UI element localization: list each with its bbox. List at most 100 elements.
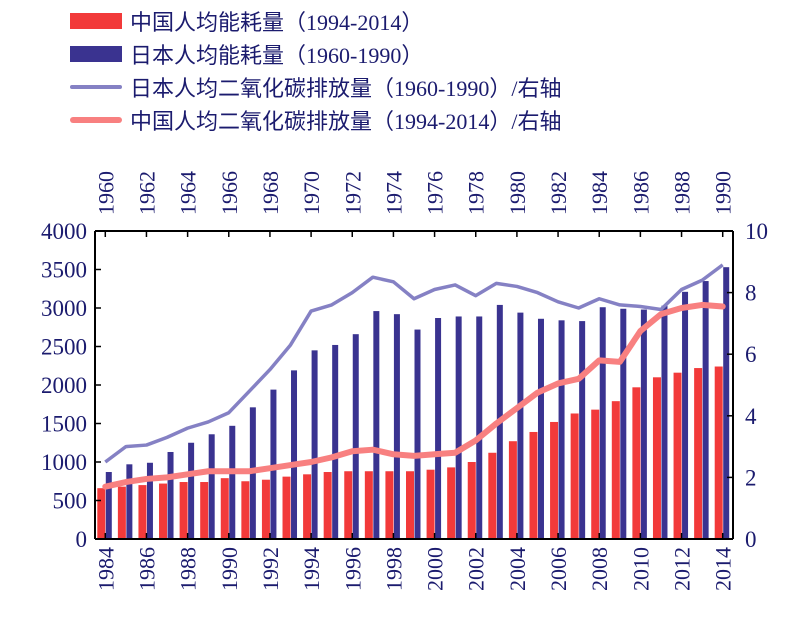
bar-japan-energy xyxy=(517,312,524,539)
right-tick-label: 4 xyxy=(745,404,757,429)
right-tick-label: 0 xyxy=(745,527,757,552)
bar-china-energy xyxy=(385,471,394,539)
bottom-tick-label: 1988 xyxy=(176,547,201,591)
top-tick-label: 1960 xyxy=(93,171,118,215)
bar-japan-energy xyxy=(311,350,318,539)
bar-china-energy xyxy=(138,485,147,539)
bar-japan-energy xyxy=(352,334,359,539)
bar-japan-energy xyxy=(435,318,442,539)
bar-japan-energy xyxy=(537,318,544,539)
bottom-tick-label: 1986 xyxy=(134,547,159,591)
left-tick-label: 0 xyxy=(76,527,88,552)
bar-china-energy xyxy=(632,387,641,539)
bar-china-energy xyxy=(364,471,373,539)
bar-china-energy xyxy=(406,471,414,539)
bar-china-energy xyxy=(323,472,332,539)
legend: 中国人均能耗量（1994-2014） 日本人均能耗量（1960-1990） 日本… xyxy=(70,4,561,136)
bottom-tick-label: 2004 xyxy=(505,547,530,591)
bar-japan-energy xyxy=(146,462,153,539)
bar-japan-energy xyxy=(291,370,298,539)
bar-china-energy xyxy=(200,482,209,539)
bar-china-energy xyxy=(467,462,476,539)
legend-item-japan-co2[interactable]: 日本人均二氧化碳排放量（1960-1990）/右轴 xyxy=(70,70,561,103)
bottom-tick-label: 1994 xyxy=(299,547,324,591)
legend-swatch-japan-energy xyxy=(70,45,122,62)
bar-japan-energy xyxy=(599,307,606,539)
legend-swatch-china-co2 xyxy=(70,116,122,123)
left-tick-label: 4000 xyxy=(41,219,87,244)
bottom-tick-label: 2010 xyxy=(628,547,653,591)
top-tick-label: 1978 xyxy=(464,171,489,215)
top-tick-label: 1970 xyxy=(299,171,324,215)
bar-japan-energy xyxy=(188,442,195,539)
bar-china-energy xyxy=(508,441,517,539)
top-tick-label: 1984 xyxy=(587,171,612,215)
legend-label: 日本人均能耗量（1960-1990） xyxy=(130,42,424,68)
bar-china-energy xyxy=(488,452,497,539)
left-tick-label: 1500 xyxy=(41,412,87,437)
bottom-tick-label: 1990 xyxy=(217,547,242,591)
top-tick-label: 1990 xyxy=(711,171,736,215)
bar-china-energy xyxy=(694,368,703,539)
left-tick-label: 500 xyxy=(53,489,88,514)
legend-label: 中国人均能耗量（1994-2014） xyxy=(130,9,424,35)
bar-china-energy xyxy=(529,431,538,539)
legend-label: 中国人均二氧化碳排放量（1994-2014）/右轴 xyxy=(130,108,562,134)
left-tick-label: 2000 xyxy=(41,373,87,398)
right-tick-label: 6 xyxy=(745,342,757,367)
bar-japan-energy xyxy=(105,472,112,539)
legend-item-china-co2[interactable]: 中国人均二氧化碳排放量（1994-2014）/右轴 xyxy=(70,103,561,136)
top-tick-label: 1988 xyxy=(670,171,695,215)
bar-japan-energy xyxy=(208,434,215,539)
top-tick-label: 1986 xyxy=(628,171,653,215)
bottom-tick-label: 2002 xyxy=(464,547,489,591)
legend-item-japan-energy[interactable]: 日本人均能耗量（1960-1990） xyxy=(70,37,561,70)
bar-china-energy xyxy=(97,488,106,539)
bottom-tick-label: 2012 xyxy=(670,547,695,591)
bar-japan-energy xyxy=(455,316,462,539)
bar-china-energy xyxy=(426,469,435,539)
bar-china-energy xyxy=(179,482,188,539)
top-tick-label: 1966 xyxy=(217,171,242,215)
line-china-co2 xyxy=(102,301,726,490)
bar-japan-energy xyxy=(723,267,730,539)
legend-label: 日本人均二氧化碳排放量（1960-1990）/右轴 xyxy=(130,75,562,101)
bar-china-energy xyxy=(220,478,229,539)
bar-china-energy xyxy=(282,476,291,539)
bar-china-energy xyxy=(159,483,168,539)
bar-japan-energy xyxy=(476,316,483,539)
bar-japan-energy xyxy=(414,329,421,539)
line-japan-co2 xyxy=(104,263,724,464)
bottom-tick-label: 2008 xyxy=(587,547,612,591)
legend-item-china-energy[interactable]: 中国人均能耗量（1994-2014） xyxy=(70,4,561,37)
bottom-tick-label: 1996 xyxy=(340,547,365,591)
bar-japan-energy xyxy=(393,314,400,539)
top-tick-label: 1982 xyxy=(546,171,571,215)
right-tick-label: 2 xyxy=(745,465,757,490)
bottom-tick-label: 2000 xyxy=(423,547,448,591)
bottom-tick-label: 1984 xyxy=(93,547,118,591)
bar-china-energy xyxy=(344,471,353,539)
top-tick-label: 1974 xyxy=(381,171,406,215)
bar-japan-energy xyxy=(558,320,565,539)
left-tick-label: 1000 xyxy=(41,450,87,475)
bar-china-energy xyxy=(117,486,126,539)
right-tick-label: 10 xyxy=(745,219,768,244)
bottom-tick-label: 2014 xyxy=(711,547,736,591)
bar-china-energy xyxy=(241,481,250,539)
bar-japan-energy xyxy=(682,291,689,539)
top-tick-label: 1962 xyxy=(134,171,159,215)
left-tick-label: 3000 xyxy=(41,296,87,321)
left-tick-label: 2500 xyxy=(41,335,87,360)
bar-china-energy xyxy=(714,366,723,539)
top-tick-label: 1980 xyxy=(505,171,530,215)
top-tick-label: 1968 xyxy=(258,171,283,215)
top-tick-label: 1976 xyxy=(423,171,448,215)
left-tick-label: 3500 xyxy=(41,258,87,283)
bar-china-energy xyxy=(611,401,620,539)
bar-china-energy xyxy=(570,413,579,539)
bar-japan-energy xyxy=(640,309,647,539)
top-tick-label: 1972 xyxy=(340,171,365,215)
bar-japan-energy xyxy=(579,321,586,539)
bar-japan-energy xyxy=(373,311,380,539)
